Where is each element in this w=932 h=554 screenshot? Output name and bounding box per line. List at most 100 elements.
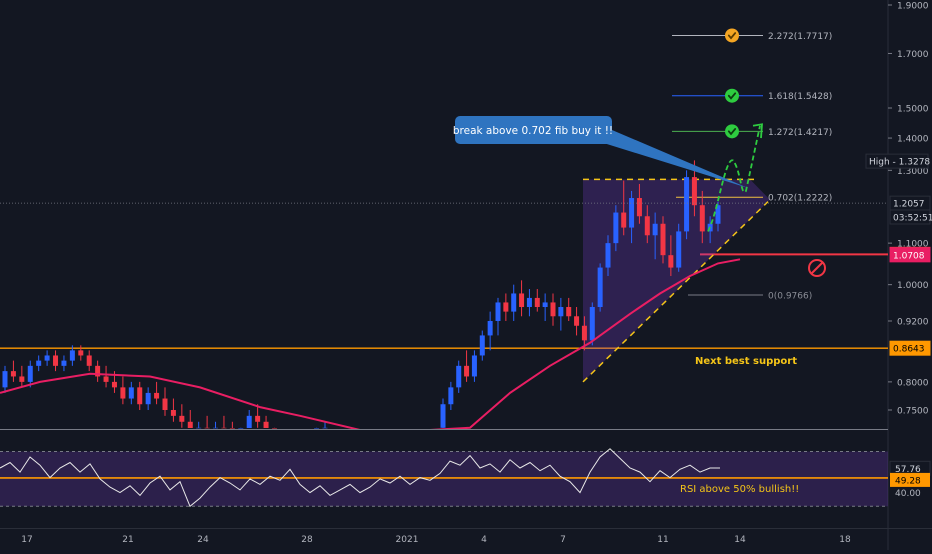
callout-text: break above 0.702 fib buy it !! [453, 125, 613, 137]
callout-box [455, 116, 612, 144]
candle-body [111, 381, 117, 388]
candle-body [636, 198, 642, 217]
y-tick-label: 0.8000 [897, 378, 929, 388]
candle-body [660, 223, 666, 256]
candle-body [456, 365, 462, 388]
candle-body [128, 387, 134, 399]
candle-body [574, 316, 580, 326]
rsi-tick-label: 40.00 [895, 489, 921, 499]
candle-body [644, 216, 650, 236]
x-tick-label: 24 [197, 535, 209, 545]
prohibited-icon-slash [810, 261, 824, 275]
candle-body [246, 415, 252, 428]
check-mark [727, 128, 737, 136]
projection-path [707, 125, 761, 232]
candle-body [271, 428, 277, 429]
triangle-zone [583, 179, 770, 382]
candle-body [27, 365, 33, 382]
candle-body [503, 302, 509, 312]
candle-body [511, 293, 517, 312]
candle-body [204, 427, 210, 429]
candle-body [10, 371, 16, 377]
y-tick-label: 1.3000 [897, 167, 929, 177]
candle-body [534, 297, 540, 308]
candle-body [715, 205, 721, 224]
rsi-mid-tag [890, 472, 930, 487]
candle-body [542, 302, 548, 308]
candle-body [613, 212, 619, 244]
candle-body [440, 404, 446, 428]
check-mark [727, 92, 737, 100]
candle-body [597, 267, 603, 308]
candle-body [196, 427, 202, 429]
candle-body [605, 243, 611, 268]
x-tick-label: 11 [657, 535, 668, 545]
candle-body [471, 355, 477, 377]
candle-body [137, 387, 143, 405]
x-tick-label: 28 [301, 535, 313, 545]
fib-level-label: 0(0.9766) [768, 291, 812, 301]
x-tick-label: 2021 [396, 535, 419, 545]
check-mark [727, 32, 737, 40]
candle-body [566, 307, 572, 317]
fib-level-label: 1.272(1.4217) [768, 128, 832, 138]
x-tick-label: 17 [21, 535, 32, 545]
candle-body [213, 427, 219, 429]
rsi-mid-label: 49.28 [895, 476, 921, 486]
candle-body [78, 350, 84, 356]
candle-body [69, 350, 75, 361]
rsi-annotation: RSI above 50% bullish!! [680, 484, 799, 495]
candle-body [95, 365, 101, 377]
candle-body [162, 398, 168, 410]
rsi-value-label: 57.76 [895, 465, 921, 475]
price-tag-label: 0.8643 [893, 345, 925, 355]
price-tag-label: High - 1.3278 [869, 158, 930, 168]
candle-body [61, 360, 67, 366]
candle-body [229, 428, 235, 429]
support-level-label: Next best support [695, 356, 797, 367]
price-tag-label: 1.2057 [893, 200, 925, 210]
x-tick-label: 4 [481, 535, 487, 545]
y-tick-label: 1.1000 [897, 240, 929, 250]
candle-body [495, 302, 501, 321]
y-tick-label: 0.9200 [897, 317, 929, 327]
x-tick-label: 18 [839, 535, 851, 545]
candle-body [668, 255, 674, 268]
candle-body [238, 428, 244, 429]
candle-body [221, 427, 227, 429]
y-tick-label: 1.9000 [897, 2, 929, 12]
check-green-icon [725, 124, 739, 139]
fib-level-label: 2.272(1.7717) [768, 32, 832, 42]
price-tag [889, 247, 931, 263]
candle-body [187, 421, 193, 428]
candle-body [154, 392, 160, 399]
candle-body [170, 410, 176, 416]
candle-body [699, 205, 705, 232]
candle-body [629, 198, 635, 228]
candle-body [526, 297, 532, 308]
candle-body [558, 307, 564, 317]
candle-body [550, 302, 556, 317]
candle-body [621, 212, 627, 228]
candle-body [684, 177, 690, 232]
candle-body [487, 320, 493, 336]
price-tag [889, 209, 931, 225]
y-tick-label: 0.7500 [897, 407, 929, 417]
projection-arrowhead [752, 123, 763, 139]
candle-body [691, 177, 697, 206]
candle-body [53, 355, 59, 366]
candle-body [19, 376, 25, 382]
x-tick-label: 21 [122, 535, 133, 545]
candle-body [581, 325, 587, 341]
rsi-line [0, 448, 720, 508]
x-tick-label: 7 [560, 535, 566, 545]
price-tag [865, 153, 929, 169]
fib-level-label: 1.618(1.5428) [768, 92, 832, 102]
candle-body [179, 415, 185, 422]
candle-body [255, 415, 261, 422]
candle-body [479, 335, 485, 356]
candle-body [44, 355, 50, 361]
